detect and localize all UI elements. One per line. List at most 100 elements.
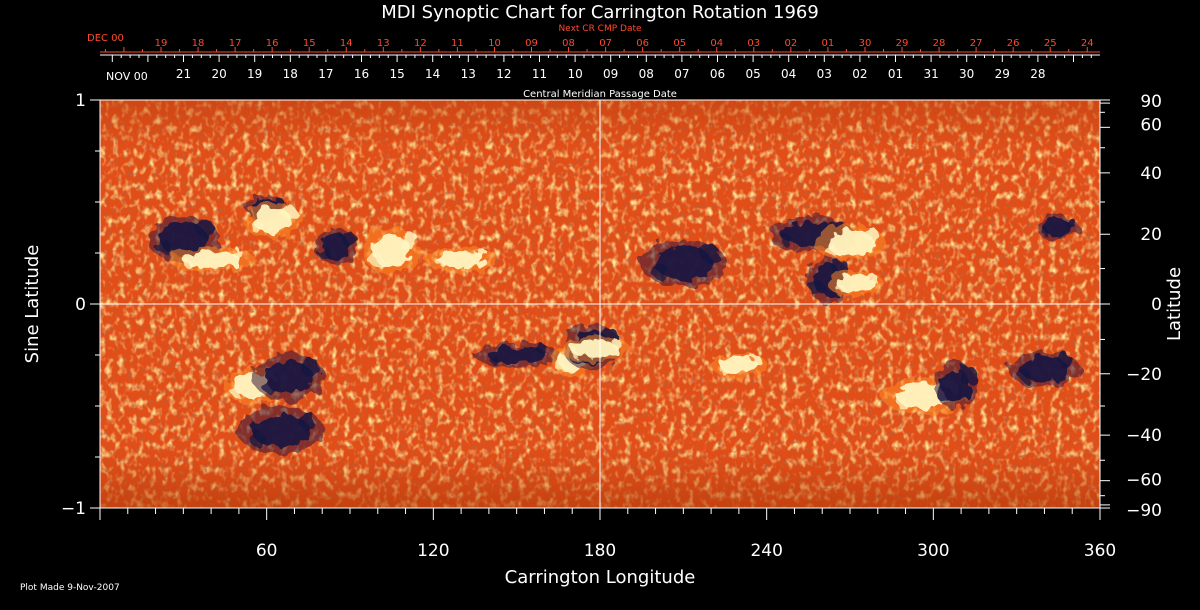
y-right-tick-label: 60 bbox=[1140, 115, 1162, 135]
flux-fragment bbox=[611, 338, 621, 349]
flux-fragment bbox=[864, 227, 879, 243]
next-cr-day-label: 25 bbox=[1044, 38, 1057, 49]
next-cr-day-label: 09 bbox=[525, 38, 538, 49]
flux-fragment bbox=[249, 431, 266, 447]
flux-core bbox=[826, 229, 874, 256]
y-right-tick-label: −20 bbox=[1126, 365, 1162, 385]
flux-core bbox=[487, 346, 546, 364]
cmp-day-label: 30 bbox=[959, 67, 974, 81]
next-cr-day-label: 01 bbox=[822, 38, 835, 49]
flux-fragment bbox=[1043, 228, 1052, 238]
y-right-tick-label: 40 bbox=[1140, 164, 1162, 184]
flux-fragment bbox=[824, 243, 837, 256]
flux-fragment bbox=[936, 386, 953, 402]
cmp-day-label: 18 bbox=[283, 67, 298, 81]
flux-fragment bbox=[555, 359, 567, 372]
positive-flux-region bbox=[827, 271, 885, 297]
flux-fragment bbox=[156, 239, 172, 255]
flux-core bbox=[1020, 356, 1069, 383]
next-cr-day-label: 18 bbox=[192, 38, 205, 49]
next-cr-day-label: 02 bbox=[784, 38, 797, 49]
flux-fragment bbox=[782, 235, 794, 247]
cmp-day-label: 15 bbox=[389, 67, 404, 81]
flux-core bbox=[182, 250, 241, 269]
chart-title: MDI Synoptic Chart for Carrington Rotati… bbox=[381, 2, 819, 23]
negative-flux-region bbox=[237, 406, 325, 455]
flux-fragment bbox=[571, 349, 580, 358]
cmp-day-label: 21 bbox=[176, 67, 191, 81]
flux-fragment bbox=[437, 259, 446, 268]
plot-made-note: Plot Made 9-Nov-2007 bbox=[20, 583, 120, 593]
flux-fragment bbox=[319, 247, 331, 260]
cmp-ticks: 21 20 19 18 17 16 15 14 13 12 11 10 09 08 07 06 05 04 03 02… bbox=[111, 55, 1092, 81]
next-cr-day-label: 08 bbox=[562, 38, 575, 49]
cmp-day-label: 09 bbox=[603, 67, 618, 81]
next-cr-axis-title: Next CR CMP Date bbox=[558, 24, 642, 34]
positive-flux-region bbox=[710, 352, 768, 378]
cmp-day-label: 29 bbox=[995, 67, 1010, 81]
next-cr-month-label: DEC 00 bbox=[87, 33, 124, 44]
y-right-ticks: 90 60 40 20 0 −20 −40 −60 −90 bbox=[1100, 92, 1162, 521]
next-cr-day-label: 07 bbox=[599, 38, 612, 49]
cmp-day-label: 19 bbox=[247, 67, 262, 81]
cmp-day-label: 03 bbox=[817, 67, 832, 81]
flux-fragment bbox=[1058, 354, 1074, 369]
cmp-day-label: 11 bbox=[532, 67, 547, 81]
flux-fragment bbox=[195, 219, 215, 238]
y-left-tick-label: 1 bbox=[75, 91, 86, 111]
next-cr-day-label: 14 bbox=[340, 38, 353, 49]
next-cr-day-label: 05 bbox=[673, 38, 686, 49]
next-cr-day-label: 03 bbox=[747, 38, 760, 49]
negative-flux-region bbox=[252, 353, 325, 402]
y-left-tick-label: 0 bbox=[75, 295, 86, 315]
y-right-tick-label: −40 bbox=[1126, 426, 1162, 446]
flux-fragment bbox=[341, 231, 356, 247]
cmp-month-label: NOV 00 bbox=[106, 70, 148, 83]
y-axis-right-label: Latitude bbox=[1164, 267, 1185, 341]
next-cr-day-label: 27 bbox=[970, 38, 983, 49]
next-cr-day-label: 04 bbox=[710, 38, 723, 49]
cmp-day-label: 16 bbox=[354, 67, 369, 81]
x-tick-label: 240 bbox=[750, 541, 782, 561]
cmp-day-label: 20 bbox=[211, 67, 226, 81]
positive-flux-region bbox=[558, 336, 631, 362]
flux-core bbox=[654, 246, 713, 281]
negative-flux-region bbox=[639, 239, 727, 287]
flux-fragment bbox=[808, 280, 825, 296]
cmp-day-label: 07 bbox=[674, 67, 689, 81]
flux-core bbox=[719, 356, 758, 375]
cmp-day-label: 28 bbox=[1030, 67, 1045, 81]
y-right-tick-label: −90 bbox=[1126, 501, 1162, 521]
cmp-axis-title: Central Meridian Passage Date bbox=[523, 89, 677, 100]
flux-fragment bbox=[301, 357, 320, 377]
positive-flux-region bbox=[243, 202, 301, 239]
cmp-day-label: 14 bbox=[425, 67, 440, 81]
flux-fragment bbox=[751, 354, 761, 365]
flux-fragment bbox=[232, 248, 243, 259]
x-tick-label: 300 bbox=[917, 541, 949, 561]
next-cr-day-label: 28 bbox=[933, 38, 946, 49]
x-tick-label: 120 bbox=[417, 541, 449, 561]
cmp-day-label: 02 bbox=[852, 67, 867, 81]
cmp-day-label: 12 bbox=[496, 67, 511, 81]
y-right-tick-label: 90 bbox=[1140, 92, 1162, 112]
flux-fragment bbox=[297, 410, 317, 430]
cmp-day-label: 08 bbox=[639, 67, 654, 81]
next-cr-day-label: 12 bbox=[414, 38, 427, 49]
positive-flux-region bbox=[363, 227, 421, 275]
flux-fragment bbox=[251, 221, 263, 233]
x-tick-label: 180 bbox=[584, 541, 616, 561]
x-tick-label: 360 bbox=[1084, 541, 1116, 561]
negative-flux-region bbox=[473, 342, 561, 368]
next-cr-day-label: 16 bbox=[266, 38, 279, 49]
flux-fragment bbox=[489, 355, 498, 364]
next-cr-day-label: 13 bbox=[377, 38, 390, 49]
next-cr-axis: Next CR CMP Date DEC 00 19 18 17 16 15 14 13 12… bbox=[87, 24, 1100, 53]
active-regions bbox=[147, 195, 1081, 455]
next-cr-ticks: 19 18 17 16 15 14 13 12 11 10 09 08 07 06 05 04 03 02 01 30… bbox=[104, 38, 1094, 52]
positive-flux-region bbox=[814, 224, 886, 261]
cmp-day-label: 31 bbox=[923, 67, 938, 81]
negative-flux-region bbox=[1008, 351, 1081, 388]
x-axis-label: Carrington Longitude bbox=[505, 567, 696, 588]
flux-fragment bbox=[867, 273, 878, 284]
